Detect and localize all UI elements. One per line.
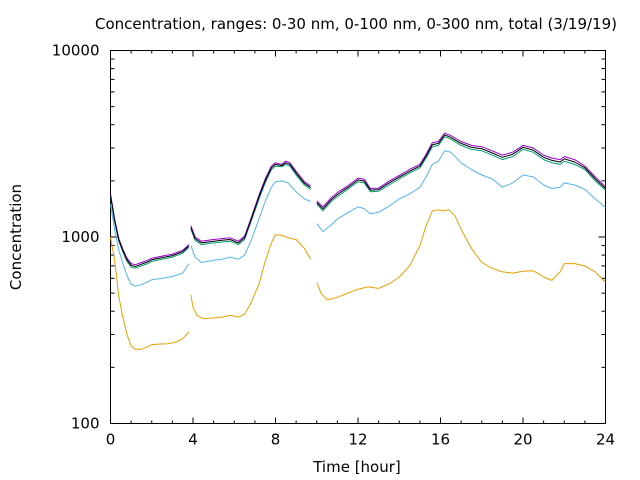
chart-title: Concentration, ranges: 0-30 nm, 0-100 nm… bbox=[95, 15, 617, 33]
series-2-segment-0 bbox=[110, 196, 190, 269]
series-4-segment-0 bbox=[110, 194, 190, 267]
x-tick-label: 8 bbox=[271, 431, 281, 449]
series-3-segment-2 bbox=[316, 132, 606, 208]
y-tick-label: 100 bbox=[71, 415, 100, 433]
series-3-segment-1 bbox=[190, 160, 311, 242]
series-2-segment-2 bbox=[316, 136, 606, 212]
series-0-segment-0 bbox=[110, 236, 190, 350]
y-tick-label: 10000 bbox=[52, 42, 100, 60]
x-tick-label: 12 bbox=[348, 431, 367, 449]
x-tick-label: 4 bbox=[188, 431, 198, 449]
x-tick-label: 24 bbox=[596, 431, 615, 449]
series-2-segment-1 bbox=[190, 163, 311, 246]
series-4-segment-2 bbox=[316, 134, 606, 210]
x-axis-label: Time [hour] bbox=[312, 458, 401, 476]
series-4-segment-1 bbox=[190, 162, 311, 244]
y-axis-label: Concentration bbox=[7, 184, 25, 290]
plot-frame bbox=[110, 50, 606, 424]
series-1-segment-2 bbox=[316, 150, 606, 232]
series-lines bbox=[110, 132, 606, 350]
series-0-segment-2 bbox=[316, 209, 606, 301]
series-1-segment-0 bbox=[110, 204, 190, 287]
series-0-segment-1 bbox=[190, 234, 312, 320]
y-tick-label: 1000 bbox=[61, 228, 99, 246]
x-tick-label: 20 bbox=[513, 431, 532, 449]
series-1-segment-1 bbox=[190, 180, 311, 263]
x-tick-label: 16 bbox=[431, 431, 450, 449]
axis-ticks: 0 4 8 12 16 20 24 100 1000 10000 bbox=[52, 42, 615, 449]
x-tick-label: 0 bbox=[106, 431, 116, 449]
